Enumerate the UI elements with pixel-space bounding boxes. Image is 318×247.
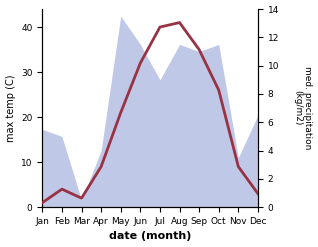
Y-axis label: max temp (C): max temp (C) — [5, 74, 16, 142]
X-axis label: date (month): date (month) — [109, 231, 191, 242]
Y-axis label: med. precipitation
(kg/m2): med. precipitation (kg/m2) — [293, 66, 313, 150]
